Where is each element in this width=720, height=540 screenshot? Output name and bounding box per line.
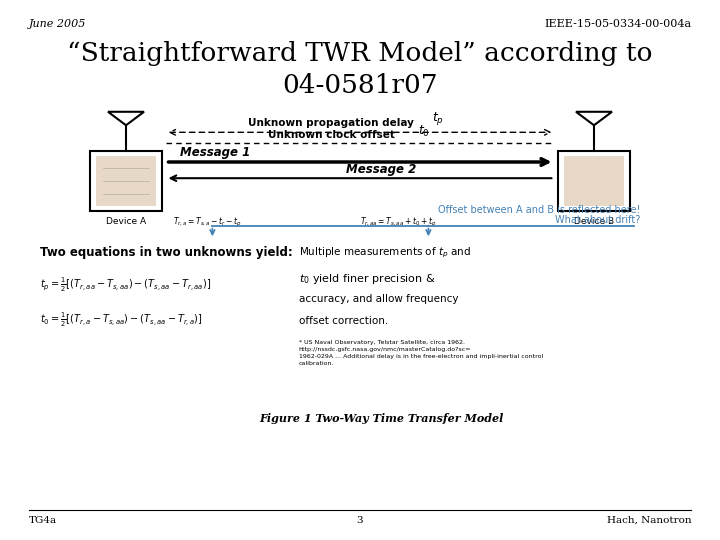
Text: IEEE-15-05-0334-00-004a: IEEE-15-05-0334-00-004a bbox=[544, 19, 691, 29]
FancyBboxPatch shape bbox=[564, 156, 624, 206]
Text: 3: 3 bbox=[356, 516, 364, 525]
Polygon shape bbox=[108, 112, 144, 125]
FancyBboxPatch shape bbox=[558, 151, 630, 211]
Text: accuracy, and allow frequency: accuracy, and allow frequency bbox=[299, 294, 459, 305]
Text: Device A: Device A bbox=[106, 217, 146, 226]
Text: Figure 1 Two-Way Time Transfer Model: Figure 1 Two-Way Time Transfer Model bbox=[259, 413, 503, 424]
Text: $T_{r,aa}=T_{s,aa}+t_0+t_p$: $T_{r,aa}=T_{s,aa}+t_0+t_p$ bbox=[360, 216, 436, 229]
Text: Message 1: Message 1 bbox=[180, 146, 251, 159]
Text: 04-0581r07: 04-0581r07 bbox=[282, 73, 438, 98]
Text: offset correction.: offset correction. bbox=[299, 316, 388, 326]
Text: $t_p$: $t_p$ bbox=[432, 110, 444, 127]
Text: What about drift?: What about drift? bbox=[555, 214, 641, 225]
Text: $t_0=\frac{1}{2}[(T_{r,a}-T_{s,aa})-(T_{s,aa}-T_{r,a})]$: $t_0=\frac{1}{2}[(T_{r,a}-T_{s,aa})-(T_{… bbox=[40, 310, 202, 329]
Text: * US Naval Observatory, Telstar Satellite, circa 1962.
http://nssdc.gsfc.nasa.go: * US Naval Observatory, Telstar Satellit… bbox=[299, 340, 543, 366]
Text: Two equations in two unknowns yield:: Two equations in two unknowns yield: bbox=[40, 246, 292, 259]
Text: $t_p=\frac{1}{2}[(T_{r,aa}-T_{s,aa})-(T_{s,aa}-T_{r,aa})]$: $t_p=\frac{1}{2}[(T_{r,aa}-T_{s,aa})-(T_… bbox=[40, 275, 211, 294]
Text: Offset between A and B is reflected here!: Offset between A and B is reflected here… bbox=[438, 205, 641, 215]
Text: June 2005: June 2005 bbox=[29, 19, 86, 29]
Polygon shape bbox=[576, 112, 612, 125]
Text: Message 2: Message 2 bbox=[346, 163, 416, 176]
Text: $t_0$: $t_0$ bbox=[418, 124, 430, 139]
Text: “Straightforward TWR Model” according to: “Straightforward TWR Model” according to bbox=[67, 40, 653, 65]
FancyBboxPatch shape bbox=[96, 156, 156, 206]
Text: Device B: Device B bbox=[574, 217, 614, 226]
Text: $t_0$ yield finer precision &: $t_0$ yield finer precision & bbox=[299, 272, 436, 286]
Text: Unknown clock offset: Unknown clock offset bbox=[268, 130, 395, 140]
FancyBboxPatch shape bbox=[90, 151, 162, 211]
Text: Multiple measurements of $t_p$ and: Multiple measurements of $t_p$ and bbox=[299, 246, 471, 260]
Text: TG4a: TG4a bbox=[29, 516, 57, 525]
Text: $T_{r,a}=T_{s,a}-t_r-t_p$: $T_{r,a}=T_{s,a}-t_r-t_p$ bbox=[173, 216, 241, 229]
Text: Unknown propagation delay: Unknown propagation delay bbox=[248, 118, 414, 128]
Text: Hach, Nanotron: Hach, Nanotron bbox=[606, 516, 691, 525]
